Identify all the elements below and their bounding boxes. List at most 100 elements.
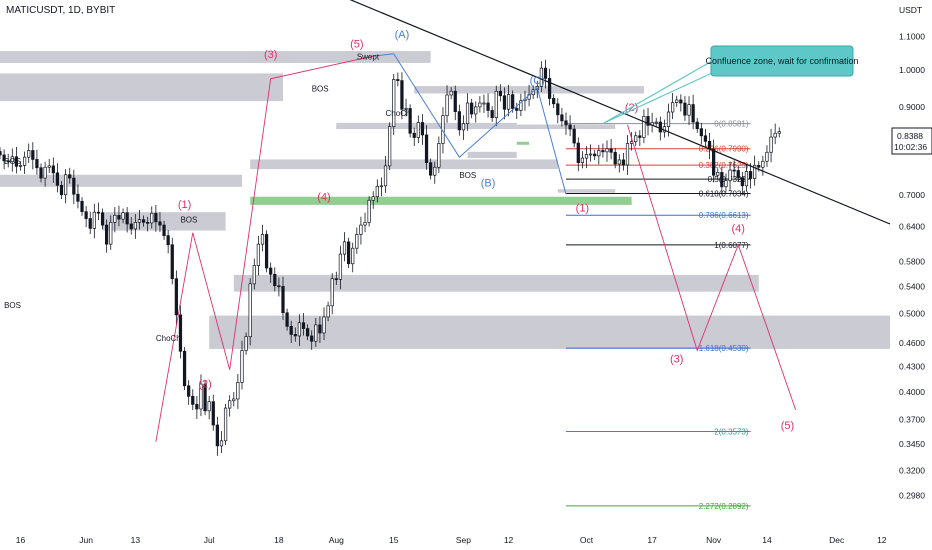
candle (281, 276, 285, 320)
callout-pointer-b (603, 60, 713, 124)
candle (367, 196, 371, 227)
price-tick-15: 0.2980 (899, 490, 925, 500)
candle (580, 151, 585, 169)
candle (113, 207, 117, 233)
candle (716, 168, 720, 180)
candle (679, 94, 683, 112)
candle (326, 301, 330, 322)
candle (84, 206, 88, 228)
candle (191, 389, 195, 411)
time-axis[interactable]: 16 Jun 13 Jul 18 Aug 15 Sep 12 Oct 17 Nov 14 Dec 12 (16, 535, 887, 545)
confluence-callout[interactable]: Confluence zone, wait for confirmation (603, 45, 859, 124)
wave-label-7: (C) (530, 75, 545, 87)
candle (318, 316, 322, 343)
wave-label-8: (1) (576, 203, 589, 215)
candle (68, 167, 72, 184)
candle (761, 155, 765, 176)
chart-labels: BOS BOS BOS BOS Swept ChoCh BOS ChoCh (1) (2) (3) (… (4, 29, 794, 432)
wave-paths (155, 0, 891, 442)
structure-label-7: ChoCh (156, 334, 181, 343)
candle (363, 212, 367, 233)
zone-gray-7 (250, 159, 558, 170)
price-tick-11: 0.4000 (899, 387, 925, 397)
candle (301, 313, 306, 336)
time-tick-14: 12 (877, 535, 887, 545)
candle (416, 115, 420, 144)
price-axis[interactable]: 1.10001.00000.90000.80000.70000.64000.58… (899, 31, 925, 500)
candle (769, 128, 773, 163)
candle (408, 104, 412, 138)
candle (728, 161, 732, 191)
current-price: 0.8388 (897, 131, 923, 141)
candles (0, 59, 781, 456)
structure-label-2: BOS (180, 215, 197, 224)
candle (31, 142, 35, 170)
candle (634, 131, 638, 147)
time-tick-10: 17 (647, 535, 657, 545)
candle (712, 139, 716, 183)
fib-label-1: 0.236(0.7990) (699, 145, 749, 154)
candle (133, 214, 137, 239)
candle (740, 172, 744, 195)
fib-label-0: 0(0.8581) (714, 120, 749, 129)
fib-label-4: 0.618(0.7034) (699, 190, 749, 199)
price-tick-1: 1.0000 (899, 65, 925, 75)
price-tick-8: 0.5000 (899, 308, 925, 318)
candle (14, 147, 19, 174)
candle (170, 237, 174, 285)
abc-correction-path (373, 53, 567, 195)
fibonacci-levels: 0(0.8581) 0.236(0.7990) 0.382(0.7625) 0.5(0… (565, 120, 751, 511)
wave-label-0: (1) (178, 199, 191, 211)
candle (6, 153, 10, 168)
candle (695, 117, 699, 133)
price-tick-4: 0.7000 (899, 190, 925, 200)
price-tick-14: 0.3200 (899, 465, 925, 475)
candle (420, 114, 425, 145)
wave-label-1: (2) (198, 379, 211, 391)
candle (105, 219, 109, 253)
wave-label-2: (3) (264, 49, 277, 61)
candle (765, 145, 769, 167)
candle (22, 151, 27, 174)
time-tick-9: Oct (580, 535, 594, 545)
candle (260, 224, 265, 252)
candle (453, 85, 457, 121)
candle (437, 136, 441, 173)
candle (498, 84, 502, 102)
candle (777, 127, 781, 138)
candle (470, 98, 474, 119)
wave-label-10: (3) (670, 353, 683, 365)
candle (556, 98, 560, 124)
candle (289, 320, 293, 343)
candle (269, 262, 273, 283)
candle (666, 103, 671, 137)
candle (10, 148, 14, 172)
candle (338, 245, 343, 290)
candle (125, 207, 129, 233)
candle (76, 184, 80, 209)
candle (560, 107, 564, 127)
candle (96, 202, 101, 220)
time-tick-0: 16 (16, 535, 26, 545)
candle (351, 242, 355, 273)
candle (773, 123, 777, 145)
zone-green-13 (516, 141, 530, 145)
fib-label-2: 0.382(0.7625) (699, 161, 749, 170)
candle (375, 179, 379, 203)
candle (609, 139, 613, 160)
candle (400, 72, 404, 120)
candle (638, 130, 642, 147)
callout-pointer-a (603, 72, 713, 124)
candle (601, 143, 605, 158)
current-price-tag[interactable]: 0.8388 10:02:36 (891, 127, 932, 155)
candle (449, 87, 453, 100)
wave-label-6: (B) (481, 177, 496, 189)
candle (732, 160, 736, 178)
candle (35, 149, 39, 175)
time-tick-1: Jun (79, 535, 93, 545)
fib-label-8: 2(0.3573) (714, 428, 749, 437)
candle (474, 101, 478, 123)
descending-trendline[interactable] (205, 0, 891, 225)
candle (121, 208, 125, 224)
